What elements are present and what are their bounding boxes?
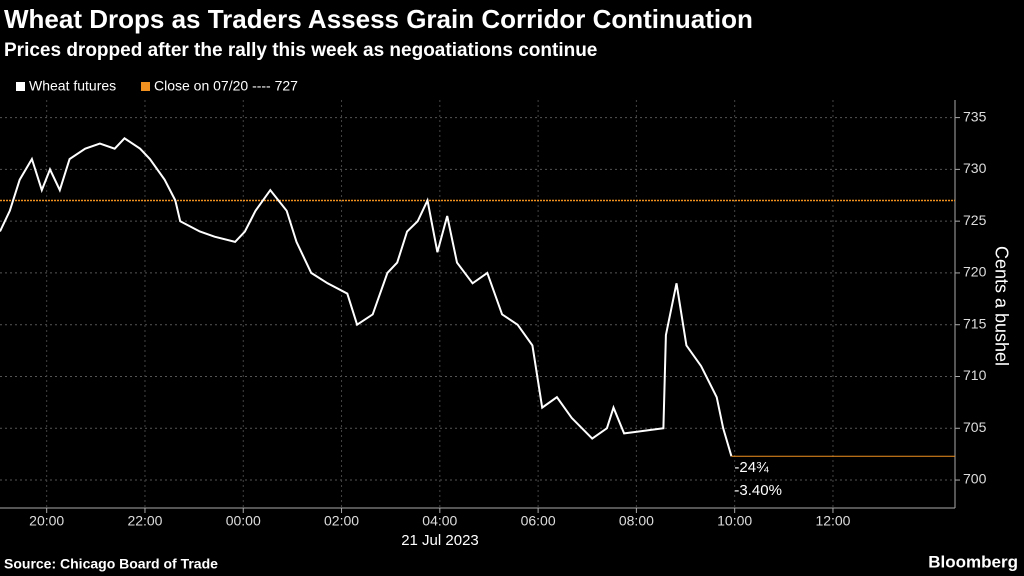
legend-swatch bbox=[16, 82, 25, 91]
y-tick-label: 725 bbox=[963, 212, 987, 228]
x-tick-label: 04:00 bbox=[422, 513, 457, 529]
y-tick-label: 715 bbox=[963, 315, 987, 331]
y-tick-label: 720 bbox=[963, 264, 987, 280]
chart-title: Wheat Drops as Traders Assess Grain Corr… bbox=[4, 4, 753, 34]
x-tick-label: 00:00 bbox=[226, 513, 261, 529]
x-tick-label: 20:00 bbox=[29, 513, 64, 529]
percent-label: -3.40% bbox=[734, 482, 782, 499]
y-tick-label: 710 bbox=[963, 367, 987, 383]
legend-label: Close on 07/20 ---- 727 bbox=[154, 78, 298, 94]
y-tick-label: 705 bbox=[963, 419, 987, 435]
y-axis-label: Cents a bushel bbox=[991, 246, 1011, 366]
x-tick-label: 10:00 bbox=[717, 513, 752, 529]
x-tick-label: 08:00 bbox=[619, 513, 654, 529]
change-label: -24¾ bbox=[734, 459, 769, 476]
y-tick-label: 730 bbox=[963, 160, 987, 176]
source: Source: Chicago Board of Trade bbox=[4, 556, 218, 572]
brand: Bloomberg bbox=[928, 552, 1018, 571]
x-tick-label: 02:00 bbox=[324, 513, 359, 529]
price-line bbox=[0, 136, 733, 457]
x-tick-label: 06:00 bbox=[521, 513, 556, 529]
x-tick-label: 12:00 bbox=[815, 513, 850, 529]
x-tick-label: 22:00 bbox=[127, 513, 162, 529]
legend-label: Wheat futures bbox=[29, 78, 116, 94]
chart-subtitle: Prices dropped after the rally this week… bbox=[4, 40, 597, 61]
y-tick-label: 700 bbox=[963, 471, 987, 487]
legend-swatch bbox=[141, 82, 150, 91]
y-tick-label: 735 bbox=[963, 108, 987, 124]
x-date-label: 21 Jul 2023 bbox=[401, 532, 479, 549]
